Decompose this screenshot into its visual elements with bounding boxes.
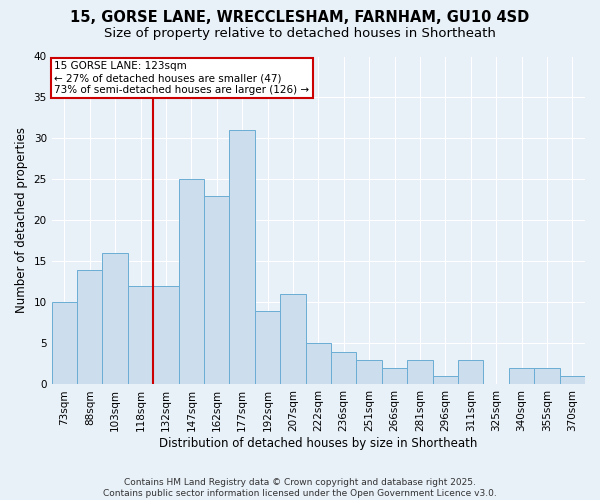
Bar — [433, 376, 458, 384]
Text: Contains HM Land Registry data © Crown copyright and database right 2025.
Contai: Contains HM Land Registry data © Crown c… — [103, 478, 497, 498]
Bar — [407, 360, 433, 384]
Bar — [103, 254, 128, 384]
Bar — [255, 310, 280, 384]
Bar — [52, 302, 77, 384]
Bar — [128, 286, 153, 384]
Bar — [560, 376, 585, 384]
Bar — [280, 294, 305, 384]
Bar — [509, 368, 534, 384]
Text: Size of property relative to detached houses in Shortheath: Size of property relative to detached ho… — [104, 28, 496, 40]
Text: 15 GORSE LANE: 123sqm
← 27% of detached houses are smaller (47)
73% of semi-deta: 15 GORSE LANE: 123sqm ← 27% of detached … — [55, 62, 310, 94]
X-axis label: Distribution of detached houses by size in Shortheath: Distribution of detached houses by size … — [159, 437, 478, 450]
Y-axis label: Number of detached properties: Number of detached properties — [15, 128, 28, 314]
Bar — [331, 352, 356, 384]
Bar — [305, 344, 331, 384]
Bar — [204, 196, 229, 384]
Bar — [179, 180, 204, 384]
Bar — [382, 368, 407, 384]
Bar — [153, 286, 179, 384]
Bar — [534, 368, 560, 384]
Bar — [356, 360, 382, 384]
Bar — [229, 130, 255, 384]
Bar — [77, 270, 103, 384]
Bar — [458, 360, 484, 384]
Text: 15, GORSE LANE, WRECCLESHAM, FARNHAM, GU10 4SD: 15, GORSE LANE, WRECCLESHAM, FARNHAM, GU… — [70, 10, 530, 25]
